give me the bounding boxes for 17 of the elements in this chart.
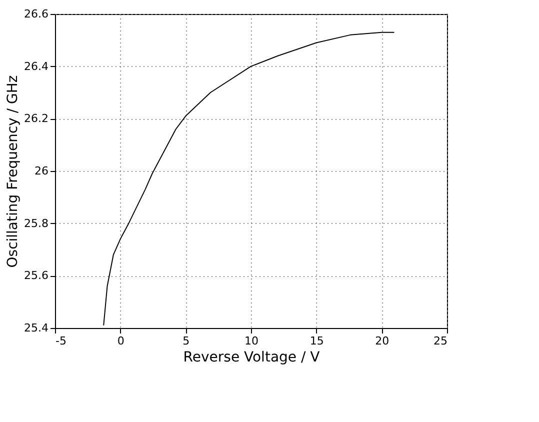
x-tick-label: 10 [244,334,258,348]
y-tick-label: 26.6 [24,8,48,20]
x-tick-label: 20 [375,334,390,348]
y-tick-label: 26 [34,164,48,178]
y-tick-label: 25.4 [24,322,48,334]
y-tick-label: 25.8 [24,216,48,230]
line-series [103,32,395,326]
y-tick-label: 26.2 [24,112,48,126]
x-tick-label: 15 [310,334,324,348]
x-tick-label: 5 [182,334,190,348]
y-tick-label: 26.4 [24,60,48,73]
y-tick-label: 25.6 [24,269,48,282]
x-tick-label: -5 [56,334,66,348]
x-tick-label: 0 [117,334,124,348]
x-axis-title: Reverse Voltage / V [183,350,320,366]
x-tick-label: 25 [434,334,448,348]
y-axis-title: Oscillating Frequency / GHz [5,75,22,268]
